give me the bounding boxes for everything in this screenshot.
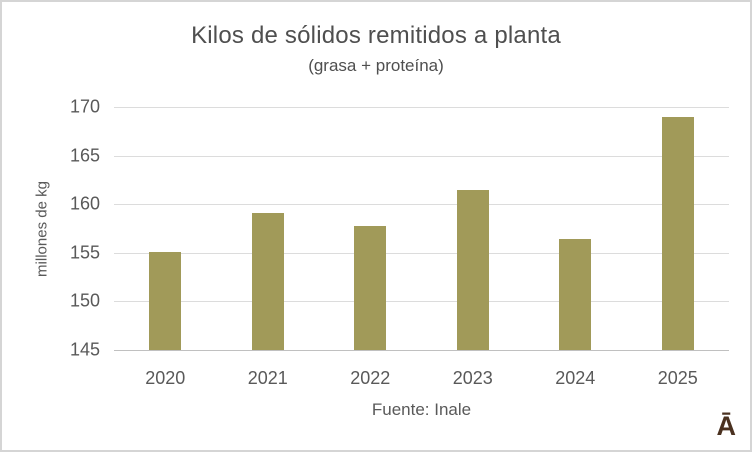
gridline-160 (114, 204, 729, 206)
xtick-label-2023: 2023 (452, 368, 493, 388)
bar-slot-2023 (422, 107, 525, 350)
xtick-label-2022: 2022 (350, 368, 391, 388)
gridline-170 (114, 107, 729, 108)
bar-slot-2025 (627, 107, 730, 350)
chart-title: Kilos de sólidos remitidos a planta (191, 22, 561, 49)
ytick-label-160: 160 (69, 193, 100, 214)
source-note: Fuente: Inale (371, 400, 472, 419)
bar-2024 (559, 239, 592, 350)
bar-slot-2021 (217, 107, 320, 350)
bar-slot-2022 (319, 107, 422, 350)
gridline-155 (114, 252, 729, 254)
xtick-label-2025: 2025 (657, 368, 698, 388)
brand-logo: Ā (716, 411, 737, 442)
bar-slot-2024 (524, 107, 627, 350)
ytick-label-165: 165 (69, 145, 100, 166)
bar-slot-2020 (114, 107, 217, 350)
ytick-label-150: 150 (69, 290, 100, 311)
y-axis-tick-labels: 170 165 160 155 150 145 (40, 97, 100, 360)
xtick-label-2020: 2020 (145, 368, 186, 388)
bar-2022 (354, 225, 387, 350)
x-axis-tick-labels: 2020 2021 2022 2023 2024 2025 (114, 368, 729, 389)
gridline-165 (114, 155, 729, 157)
ytick-label-155: 155 (69, 242, 100, 263)
x-axis-line (114, 350, 729, 351)
xtick-label-2024: 2024 (555, 368, 596, 388)
chart-subtitle: (grasa + proteína) (308, 56, 444, 75)
bar-2021 (251, 212, 284, 350)
plot-area (114, 107, 729, 351)
bar-2023 (456, 189, 489, 350)
xtick-label-2021: 2021 (247, 368, 288, 388)
ytick-label-170: 170 (69, 96, 100, 117)
bar-2025 (661, 116, 694, 350)
ytick-label-145: 145 (69, 339, 100, 360)
gridline-150 (114, 301, 729, 303)
bar-series (114, 107, 729, 350)
bar-2020 (149, 251, 182, 350)
